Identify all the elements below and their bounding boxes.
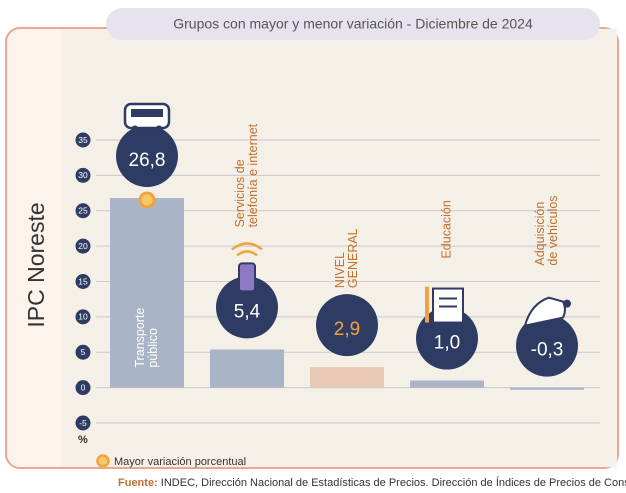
y-tick-dot: [75, 380, 91, 396]
y-tick-label: 10: [78, 312, 88, 322]
category-label: Servicios de: [233, 159, 247, 227]
icon-part: [238, 262, 256, 293]
value-label: -0,3: [531, 340, 564, 361]
y-tick-label: 5: [81, 347, 86, 357]
value-badge: [216, 276, 278, 339]
y-tick-dot: [75, 309, 91, 325]
category-icon: [425, 286, 464, 324]
bar: [210, 349, 284, 388]
y-unit: %: [78, 434, 88, 446]
category-label: Educación: [439, 200, 453, 258]
category-icon: [123, 102, 171, 133]
bar: [310, 367, 384, 388]
icon-part: [231, 242, 263, 257]
icon-part: [523, 296, 566, 327]
y-tick-dot: [75, 203, 91, 219]
category-label: telefonía e internet: [246, 123, 260, 227]
value-label: 2,9: [334, 319, 360, 340]
category-label: Adquisición: [533, 202, 547, 266]
value-badge: [516, 314, 578, 377]
category-icon: [231, 242, 263, 293]
source: Fuente: INDEC, Dirección Nacional de Est…: [118, 476, 626, 489]
y-tick-dot: [75, 167, 91, 183]
y-tick-dot: [75, 132, 91, 148]
value-badge: [316, 294, 378, 357]
value-label: 5,4: [234, 301, 261, 322]
value-label: 26,8: [129, 150, 166, 171]
y-tick-dot: [75, 415, 91, 431]
y-tick-label: 25: [78, 206, 88, 216]
icon-part: [155, 125, 163, 133]
highlight-marker: [138, 191, 156, 209]
icon-part: [131, 109, 163, 118]
category-label: NIVEL: [333, 252, 347, 288]
bar: [410, 380, 484, 388]
panel-title: IPC Noreste: [23, 202, 49, 327]
category-icon: [523, 296, 571, 327]
chart-title: Grupos con mayor y menor variación - Dic…: [173, 16, 533, 32]
category-label: de vehículos: [546, 195, 560, 265]
bar: [510, 387, 584, 390]
y-tick-dot: [75, 238, 91, 254]
category-label: Transporte: [133, 308, 147, 368]
source-text: INDEC, Dirección Nacional de Estadística…: [161, 476, 626, 489]
category-label: GENERAL: [346, 228, 360, 288]
y-tick-label: 0: [81, 382, 86, 392]
bar: [110, 198, 184, 388]
legend-label: Mayor variación porcentual: [114, 456, 246, 468]
icon-part: [425, 286, 429, 323]
icon-part: [563, 299, 571, 308]
icon-part: [131, 125, 139, 133]
value-badge: [116, 125, 178, 188]
legend-marker: [96, 454, 110, 468]
y-tick-label: 20: [78, 241, 88, 251]
y-tick-label: 15: [78, 276, 88, 286]
value-label: 1,0: [434, 333, 460, 354]
source-label: Fuente:: [118, 477, 158, 489]
y-tick-label: 35: [78, 135, 88, 145]
y-tick-dot: [75, 274, 91, 289]
title-pill: [106, 8, 600, 40]
y-tick-dot: [75, 344, 91, 360]
y-tick-label: 30: [78, 170, 88, 180]
category-label: público: [146, 328, 160, 368]
y-tick-label: -5: [79, 418, 87, 428]
